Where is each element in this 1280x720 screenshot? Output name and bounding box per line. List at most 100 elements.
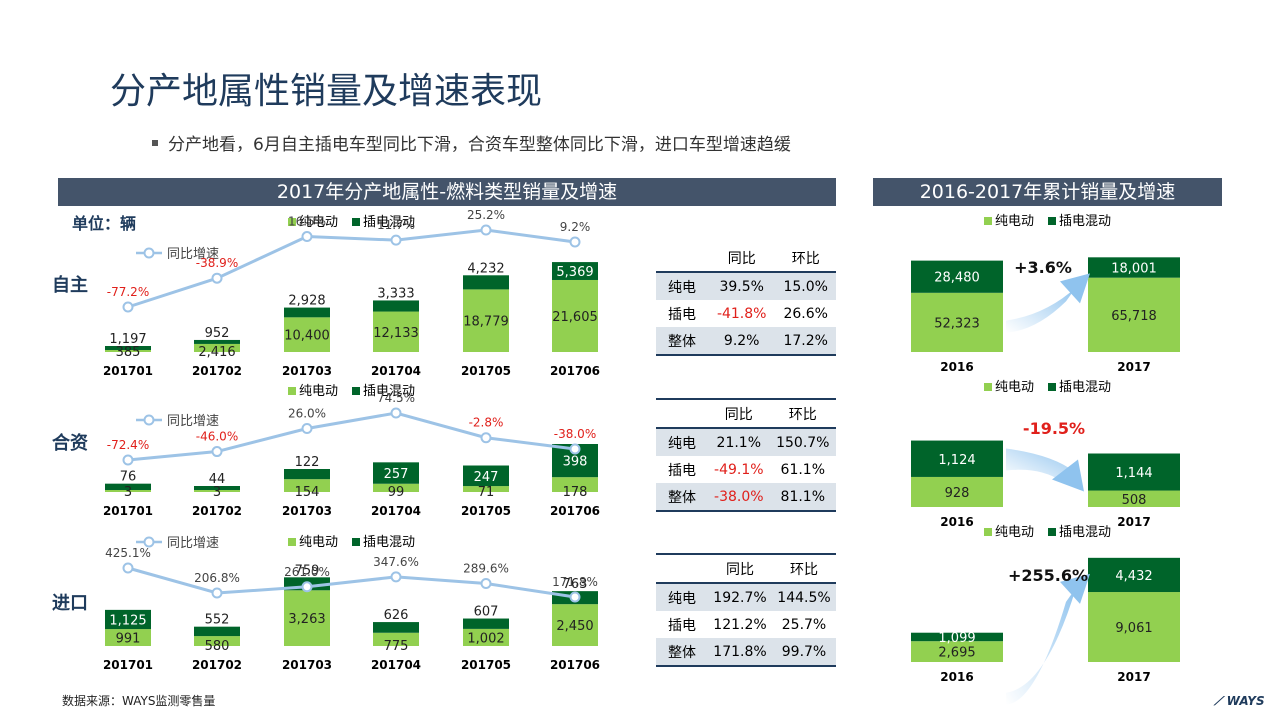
growth-point xyxy=(122,562,134,574)
bar-label-phev: 607 xyxy=(474,605,499,620)
x-tick-label: 2017 xyxy=(1117,670,1150,684)
growth-point xyxy=(211,446,223,458)
legend-swatch-bev xyxy=(288,218,296,226)
bar-label-bev: 1,002 xyxy=(467,631,504,646)
legend-label-growth: 同比增速 xyxy=(167,414,219,429)
bar-phev xyxy=(105,483,151,490)
bar-label-phev: 3,333 xyxy=(377,286,414,301)
bar-phev xyxy=(194,486,240,490)
x-tick-label: 2017 xyxy=(1117,515,1150,529)
bar-phev xyxy=(1088,453,1180,491)
table-row: 插电 121.2% 25.7% xyxy=(668,616,827,634)
region-label-domestic: 自主 xyxy=(52,275,88,296)
bar-bev xyxy=(463,628,509,646)
bar-bev xyxy=(194,343,240,352)
bar-phev xyxy=(463,618,509,629)
bar-phev xyxy=(552,262,598,280)
growth-line xyxy=(127,566,576,599)
x-tick-label: 201701 xyxy=(103,658,153,672)
left-banner: 2017年分产地属性-燃料类型销量及增速 xyxy=(58,178,836,206)
bar-label-phev: 759 xyxy=(295,563,320,578)
bar-label-bev: 154 xyxy=(295,485,320,500)
region-label-import: 进口 xyxy=(52,593,88,614)
growth-point xyxy=(569,591,581,603)
growth-label: 171.8% xyxy=(552,575,598,589)
bar-bev xyxy=(284,479,330,492)
arrow-head-icon xyxy=(1052,459,1084,492)
bar-label-bev: 3 xyxy=(124,485,132,500)
x-tick-label: 201703 xyxy=(282,364,332,378)
legend-swatch-bev xyxy=(288,387,296,395)
col-header-mom: 环比 xyxy=(772,553,836,584)
legend-label-growth: 同比增速 xyxy=(167,247,219,262)
growth-line xyxy=(127,228,576,309)
arrow-head-icon xyxy=(1060,273,1090,304)
legend-label-bev: 纯电动 xyxy=(299,384,338,399)
growth-label: 25.2% xyxy=(467,208,505,222)
bar-bev xyxy=(194,636,240,646)
bar-label-phev: 1,099 xyxy=(938,631,975,646)
unit-label: 单位：辆 xyxy=(72,214,137,233)
bar-phev xyxy=(911,632,1003,642)
legend-swatch-phev xyxy=(1048,217,1056,225)
bar-bev xyxy=(105,350,151,352)
bar-phev xyxy=(911,440,1003,477)
legend-swatch-phev xyxy=(1048,528,1056,536)
x-tick-label: 201702 xyxy=(192,504,242,518)
stats-table-jv: 同比 环比 纯电 21.1% 150.7% 插电 -49.1% 61.1% 整体 -38.0… xyxy=(656,398,836,512)
table-header-row: 同比 环比 xyxy=(656,244,836,273)
bar-label-phev: 4,232 xyxy=(467,261,504,276)
legend-label-bev: 纯电动 xyxy=(995,380,1034,395)
legend-label-phev: 插电混动 xyxy=(363,535,415,550)
x-tick-label: 201701 xyxy=(103,364,153,378)
table-row: 整体 9.2% 17.2% xyxy=(656,327,836,356)
bar-label-phev: 76 xyxy=(120,470,137,485)
legend-label-phev: 插电混动 xyxy=(1059,380,1111,395)
table-row: 整体 171.8% 99.7% xyxy=(656,638,836,667)
growth-arrow-icon xyxy=(1006,448,1074,482)
x-tick-label: 201701 xyxy=(103,504,153,518)
bar-bev xyxy=(463,486,509,492)
x-tick-label: 201704 xyxy=(371,658,421,672)
bullet-text: 分产地看，6月自主插电车型同比下滑，合资车型整体同比下滑，进口车型增速趋缓 xyxy=(152,130,791,155)
growth-label: 74.5% xyxy=(377,391,415,405)
growth-label: -77.2% xyxy=(107,285,149,299)
growth-arrow-icon xyxy=(1006,587,1076,705)
bar-label-phev: 626 xyxy=(384,608,409,623)
growth-point xyxy=(569,236,581,248)
legend-label-phev: 插电混动 xyxy=(1059,214,1111,229)
stats-table-domestic: 同比 环比 纯电 39.5% 15.0% 插电 -41.8% 26.6% 整体 9.2% 17… xyxy=(656,244,836,356)
legend-label-bev: 纯电动 xyxy=(995,525,1034,540)
bar-bev xyxy=(373,311,419,352)
bar-label-bev: 775 xyxy=(384,639,409,654)
bar-phev xyxy=(105,609,151,630)
legend-swatch-bev xyxy=(288,538,296,546)
growth-annotation: +3.6% xyxy=(1014,258,1072,277)
growth-point xyxy=(301,581,313,593)
growth-point xyxy=(122,454,134,466)
bar-label-phev: 5,369 xyxy=(556,265,593,280)
bar-bev xyxy=(373,632,419,646)
growth-label: 289.6% xyxy=(463,562,509,576)
bar-bev xyxy=(552,477,598,492)
x-tick-label: 2016 xyxy=(940,670,973,684)
growth-point xyxy=(390,234,402,246)
bar-phev xyxy=(463,465,509,487)
table-row: 整体 -38.0% 81.1% xyxy=(656,483,836,512)
legend-label-bev: 纯电动 xyxy=(299,535,338,550)
page-title: 分产地属性销量及增速表现 xyxy=(110,71,543,112)
region-label-jv: 合资 xyxy=(52,433,88,454)
bar-label-phev: 1,125 xyxy=(109,613,146,628)
growth-label: 9.2% xyxy=(560,220,591,234)
growth-annotation: +255.6% xyxy=(1008,566,1088,585)
bar-phev xyxy=(911,260,1003,293)
x-tick-label: 201703 xyxy=(282,504,332,518)
bar-label-bev: 178 xyxy=(563,485,588,500)
bar-label-bev: 991 xyxy=(116,632,141,647)
bar-bev xyxy=(552,604,598,646)
growth-point xyxy=(301,423,313,435)
col-header-mom: 环比 xyxy=(769,398,836,429)
bar-label-bev: 580 xyxy=(205,639,230,654)
col-header-yoy: 同比 xyxy=(708,553,772,584)
